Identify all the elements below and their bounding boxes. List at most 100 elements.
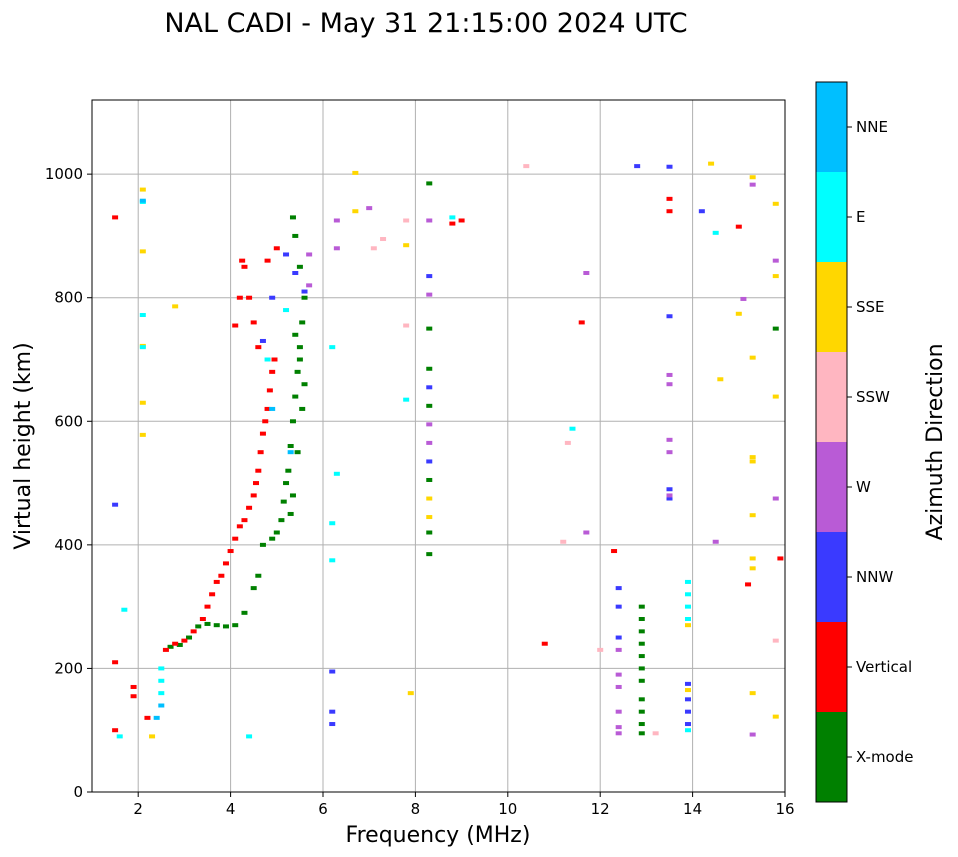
data-point bbox=[449, 215, 456, 220]
data-point bbox=[749, 175, 756, 180]
data-point bbox=[264, 357, 271, 362]
data-point bbox=[255, 345, 262, 350]
data-point bbox=[352, 209, 359, 214]
data-point bbox=[666, 450, 673, 455]
data-point bbox=[569, 426, 576, 431]
data-point bbox=[162, 647, 169, 652]
data-point bbox=[329, 722, 336, 727]
data-point bbox=[306, 252, 313, 257]
colorbar-label: SSE bbox=[856, 298, 885, 316]
data-point bbox=[130, 684, 137, 689]
data-point bbox=[772, 274, 779, 279]
series-nnw bbox=[112, 164, 705, 727]
data-point bbox=[227, 549, 234, 554]
data-point bbox=[407, 691, 414, 696]
series-x-mode bbox=[167, 181, 779, 736]
y-tick-label: 800 bbox=[54, 289, 83, 307]
data-point bbox=[301, 382, 308, 387]
data-point bbox=[236, 295, 243, 300]
data-point bbox=[666, 493, 673, 498]
data-point bbox=[269, 369, 276, 374]
grid-lines bbox=[92, 100, 786, 793]
y-axis-label: Virtual height (km) bbox=[11, 342, 36, 549]
data-point bbox=[333, 471, 340, 476]
data-point bbox=[666, 487, 673, 492]
y-tick-label: 1000 bbox=[45, 165, 83, 183]
data-point bbox=[684, 697, 691, 702]
data-point bbox=[426, 530, 433, 535]
data-point bbox=[615, 731, 622, 736]
data-point bbox=[638, 722, 645, 727]
data-point bbox=[403, 323, 410, 328]
data-point bbox=[615, 604, 622, 609]
y-tick-label: 0 bbox=[73, 783, 83, 801]
data-point bbox=[712, 230, 719, 235]
data-point bbox=[292, 233, 299, 238]
data-point bbox=[615, 725, 622, 730]
data-point bbox=[172, 641, 179, 646]
data-point bbox=[698, 209, 705, 214]
data-point bbox=[139, 313, 146, 318]
data-point bbox=[749, 182, 756, 187]
data-point bbox=[352, 170, 359, 175]
data-point bbox=[666, 164, 673, 169]
data-point bbox=[292, 332, 299, 337]
data-point bbox=[749, 732, 756, 737]
series-ssw bbox=[370, 164, 779, 736]
data-points bbox=[112, 161, 784, 739]
data-point bbox=[684, 623, 691, 628]
data-point bbox=[403, 218, 410, 223]
y-tick-label: 600 bbox=[54, 412, 83, 430]
x-tick-label: 8 bbox=[411, 800, 421, 818]
data-point bbox=[222, 624, 229, 629]
data-point bbox=[294, 369, 301, 374]
data-point bbox=[666, 437, 673, 442]
data-point bbox=[139, 345, 146, 350]
data-point bbox=[638, 678, 645, 683]
data-point bbox=[250, 320, 257, 325]
colorbar-label: Vertical bbox=[856, 658, 912, 676]
data-point bbox=[299, 320, 306, 325]
data-point bbox=[259, 431, 266, 436]
data-point bbox=[426, 366, 433, 371]
data-point bbox=[139, 432, 146, 437]
colorbar-segment bbox=[816, 172, 847, 262]
data-point bbox=[289, 215, 296, 220]
data-point bbox=[329, 521, 336, 526]
data-point bbox=[285, 468, 292, 473]
data-point bbox=[749, 513, 756, 518]
data-point bbox=[241, 264, 248, 269]
data-point bbox=[296, 357, 303, 362]
data-point bbox=[190, 629, 197, 634]
series-nne bbox=[139, 198, 294, 720]
data-point bbox=[255, 468, 262, 473]
data-point bbox=[289, 493, 296, 498]
data-point bbox=[112, 660, 119, 665]
data-point bbox=[615, 684, 622, 689]
data-point bbox=[176, 642, 183, 647]
data-point bbox=[684, 592, 691, 597]
colorbar-segment bbox=[816, 532, 847, 622]
colorbar-label: X-mode bbox=[856, 748, 913, 766]
data-point bbox=[259, 338, 266, 343]
data-point bbox=[266, 388, 273, 393]
data-point bbox=[333, 218, 340, 223]
data-point bbox=[195, 624, 202, 629]
data-point bbox=[717, 377, 724, 382]
data-point bbox=[564, 440, 571, 445]
data-point bbox=[172, 304, 179, 309]
data-point bbox=[296, 264, 303, 269]
data-point bbox=[749, 566, 756, 571]
data-point bbox=[403, 243, 410, 248]
data-point bbox=[329, 709, 336, 714]
data-point bbox=[366, 206, 373, 211]
data-point bbox=[458, 218, 465, 223]
data-point bbox=[329, 345, 336, 350]
data-point bbox=[749, 459, 756, 464]
data-point bbox=[250, 586, 257, 591]
data-point bbox=[638, 666, 645, 671]
data-point bbox=[772, 394, 779, 399]
data-point bbox=[638, 641, 645, 646]
data-point bbox=[213, 579, 220, 584]
